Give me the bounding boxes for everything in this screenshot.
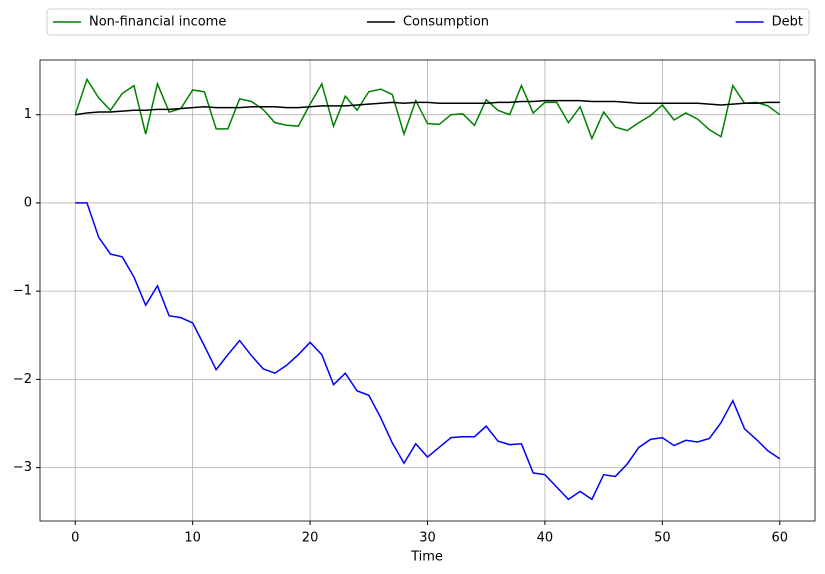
x-tick-label: 0 — [71, 531, 79, 546]
y-tick-label: 1 — [24, 107, 32, 122]
series-line — [74, 77, 781, 141]
series-line — [75, 202, 781, 501]
x-tick-label: 40 — [537, 531, 554, 546]
series-line — [75, 99, 780, 116]
legend-frame — [46, 8, 810, 36]
x-tick-label: 10 — [184, 531, 201, 546]
x-tick-label: 60 — [771, 531, 788, 546]
y-tick-label: −3 — [13, 460, 32, 475]
legend: Non-financial income Consumption Debt — [46, 8, 810, 36]
plot-frame — [39, 59, 816, 522]
y-tick-label: −1 — [13, 284, 32, 299]
x-axis-label: Time — [410, 550, 443, 565]
legend-label: Consumption — [403, 15, 489, 30]
legend-label: Non-financial income — [89, 15, 226, 30]
x-tick-label: 30 — [419, 531, 436, 546]
y-tick-label: 0 — [24, 195, 32, 210]
x-tick-label: 50 — [654, 531, 671, 546]
x-tick-label: 20 — [302, 531, 319, 546]
y-tick-label: −2 — [13, 372, 32, 387]
legend-label: Debt — [772, 15, 803, 30]
